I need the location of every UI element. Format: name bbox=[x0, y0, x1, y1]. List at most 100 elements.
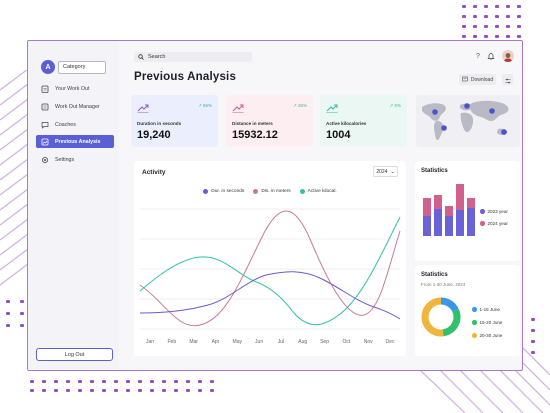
stat-card-distance: ↗ 26% Distance in meters 15932.12 bbox=[226, 95, 313, 147]
sidebar-item-coaches[interactable]: Coaches bbox=[36, 118, 114, 131]
chart-gridlines bbox=[140, 208, 400, 330]
page-title: Previous Analysis bbox=[134, 71, 237, 83]
series-line-kilocal bbox=[139, 216, 401, 326]
sidebar-item-label: Work Out Manager bbox=[55, 103, 100, 110]
legend-dot bbox=[480, 209, 485, 214]
world-map bbox=[422, 100, 509, 141]
main-content: Search ? Previous Analysis Download ↗ 86 bbox=[119, 41, 522, 370]
clipboard-icon bbox=[41, 85, 49, 93]
bar-2023 bbox=[423, 216, 431, 236]
analysis-icon bbox=[41, 138, 49, 146]
legend-item: Dur. in seconds bbox=[203, 189, 244, 194]
sidebar-item-your-work-out[interactable]: Your Work Out bbox=[36, 82, 114, 95]
donut-slice bbox=[421, 297, 444, 337]
stat-label: Active kilocalories bbox=[326, 121, 367, 126]
x-axis-label: Apr bbox=[212, 339, 220, 345]
search-input[interactable]: Search bbox=[134, 52, 252, 62]
legend-item: 2024 year bbox=[480, 221, 508, 226]
list-icon bbox=[41, 103, 49, 111]
series-line-distance bbox=[139, 210, 401, 327]
decorative-dots-bottom-left bbox=[6, 300, 24, 327]
sidebar-item-previous-analysis[interactable]: Previous Analysis bbox=[36, 135, 114, 148]
legend-item: 1-15 June bbox=[472, 307, 500, 312]
stat-card-duration: ↗ 86% Duration in seconds 19,240 bbox=[131, 95, 218, 147]
download-label: Download bbox=[470, 76, 494, 83]
statistics-bar-chart bbox=[423, 184, 475, 236]
decorative-dots-bottom bbox=[30, 380, 214, 392]
download-icon bbox=[462, 76, 468, 84]
stat-label: Distance in meters bbox=[232, 121, 273, 126]
sidebar-item-label: Previous Analysis bbox=[55, 138, 101, 145]
legend-item: 2023 year bbox=[480, 209, 508, 214]
download-button[interactable]: Download bbox=[459, 74, 496, 85]
x-axis-label: Nov bbox=[364, 339, 373, 345]
stat-card-kilocalories: ↗ 5% Active kilocalories 1004 bbox=[320, 95, 407, 147]
search-placeholder: Search bbox=[148, 54, 166, 60]
legend-dot bbox=[480, 221, 485, 226]
sidebar: A Category Your Work Out Work Out Manage… bbox=[28, 41, 119, 370]
bar-group bbox=[423, 184, 475, 236]
donut-arcs bbox=[421, 297, 461, 337]
legend-dot bbox=[472, 333, 477, 338]
chat-icon bbox=[41, 121, 49, 129]
statistics-bar-card: Statistics 2023 year 2024 year bbox=[415, 161, 520, 261]
gear-icon bbox=[41, 156, 49, 164]
category-select[interactable]: Category bbox=[58, 61, 106, 74]
legend-item: 20-30 June bbox=[472, 333, 503, 338]
bar-2024 bbox=[434, 195, 442, 209]
bell-icon[interactable] bbox=[486, 51, 496, 61]
user-avatar[interactable] bbox=[502, 50, 514, 62]
stat-label: Duration in seconds bbox=[137, 121, 182, 126]
stat-value: 15932.12 bbox=[232, 129, 278, 141]
filter-button[interactable] bbox=[502, 74, 513, 85]
trend-up-icon bbox=[232, 100, 244, 118]
stat-value: 1004 bbox=[326, 129, 351, 141]
sidebar-item-label: Coaches bbox=[55, 121, 76, 128]
legend-dot bbox=[472, 307, 477, 312]
x-axis-label: Feb bbox=[168, 339, 177, 345]
activity-legend: Dur. in seconds Dis. in meters Active ki… bbox=[134, 189, 406, 194]
log-out-button[interactable]: Log Out bbox=[36, 348, 113, 361]
avatar[interactable]: A bbox=[41, 60, 55, 74]
trend-up-icon bbox=[137, 100, 149, 118]
bar-2023 bbox=[467, 208, 475, 236]
x-axis-label: Jul bbox=[278, 339, 284, 345]
donut-slice bbox=[440, 297, 459, 312]
statistics-donut-card: Statistics From 1-30 June, 2024 1-15 Jun… bbox=[415, 265, 520, 356]
bar-2023 bbox=[445, 216, 453, 236]
x-axis-labels: Jan Feb Mar Apr May Jun Jul Aug Sep Oct Nov Dec bbox=[146, 339, 395, 345]
x-axis-label: Sep bbox=[320, 339, 329, 345]
help-icon[interactable]: ? bbox=[476, 52, 480, 60]
stat-change: ↗ 5% bbox=[389, 103, 401, 108]
donut-slice bbox=[442, 308, 461, 337]
bar-2024 bbox=[456, 184, 464, 210]
activity-line-chart: Jan Feb Mar Apr May Jun Jul Aug Sep Oct Nov Dec bbox=[139, 208, 401, 345]
legend-item: 15-20 June bbox=[472, 320, 503, 325]
x-axis-label: Mar bbox=[189, 339, 198, 345]
activity-title: Activity bbox=[142, 169, 166, 176]
sidebar-item-label: Settings bbox=[55, 156, 75, 163]
activity-card: Activity 2024 ⌄ Dur. in seconds Dis. in … bbox=[134, 161, 406, 356]
statistics-title: Statistics bbox=[421, 168, 448, 174]
x-axis-label: Dec bbox=[386, 339, 395, 345]
statistics-subtitle: From 1-30 June, 2024 bbox=[421, 282, 466, 287]
legend-dot bbox=[203, 189, 209, 194]
sidebar-item-settings[interactable]: Settings bbox=[36, 153, 114, 166]
year-select[interactable]: 2024 ⌄ bbox=[373, 166, 398, 177]
world-map-card bbox=[416, 95, 520, 147]
sidebar-item-work-out-manager[interactable]: Work Out Manager bbox=[36, 100, 114, 113]
series-line-duration bbox=[139, 271, 401, 320]
legend-dot bbox=[472, 320, 477, 325]
stat-change: ↗ 86% bbox=[197, 103, 212, 108]
bar-2024 bbox=[445, 206, 453, 216]
search-icon bbox=[138, 54, 144, 60]
stat-change: ↗ 26% bbox=[292, 103, 307, 108]
x-axis-label: Jun bbox=[255, 339, 263, 345]
chevron-down-icon: ⌄ bbox=[390, 168, 395, 175]
year-value: 2024 bbox=[376, 168, 388, 175]
x-axis-label: Aug bbox=[298, 339, 307, 345]
legend-dot bbox=[299, 189, 305, 194]
x-axis-label: Oct bbox=[342, 339, 350, 345]
legend-dot bbox=[253, 189, 259, 194]
trend-up-icon bbox=[326, 100, 338, 118]
